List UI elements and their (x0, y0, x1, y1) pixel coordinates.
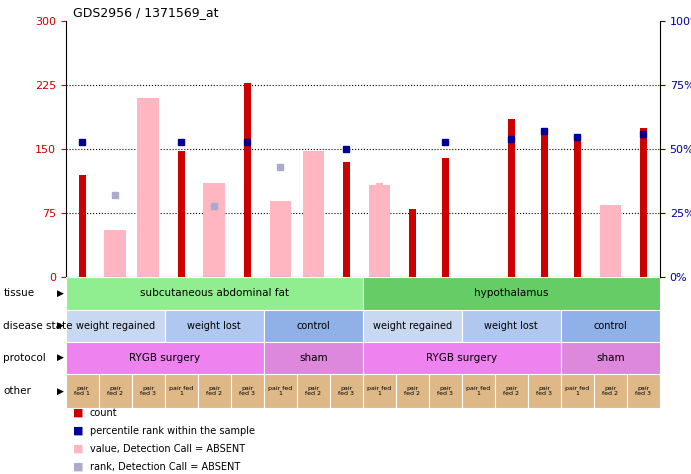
Bar (79, 175, 86, 277)
Text: pair
fed 2: pair fed 2 (503, 386, 520, 396)
Text: pair
fed 3: pair fed 3 (536, 386, 552, 396)
Bar (508, 119, 515, 277)
Text: ▶: ▶ (57, 321, 64, 330)
Text: control: control (594, 320, 627, 331)
Text: percentile rank within the sample: percentile rank within the sample (90, 426, 255, 436)
Text: pair
fed 2: pair fed 2 (603, 386, 618, 396)
Text: pair fed
1: pair fed 1 (367, 386, 391, 396)
Text: ▶: ▶ (57, 289, 64, 298)
Bar (541, 128, 548, 277)
Text: weight lost: weight lost (484, 320, 538, 331)
Bar (244, 83, 251, 277)
Text: ■: ■ (73, 444, 83, 454)
Text: GDS2956 / 1371569_at: GDS2956 / 1371569_at (73, 6, 218, 19)
Text: RYGB surgery: RYGB surgery (426, 353, 498, 363)
Bar (462, 310, 561, 342)
Text: control: control (296, 320, 330, 331)
Text: rank, Detection Call = ABSENT: rank, Detection Call = ABSENT (90, 462, 240, 472)
Text: hypothalamus: hypothalamus (474, 288, 549, 299)
Text: other: other (3, 386, 31, 396)
Bar (462, 374, 495, 408)
Bar (264, 374, 296, 408)
Text: ■: ■ (73, 426, 83, 436)
Bar (144, 98, 152, 277)
Bar (640, 128, 647, 277)
Text: pair fed
1: pair fed 1 (169, 386, 193, 396)
Text: ▶: ▶ (57, 354, 64, 362)
Text: disease state: disease state (3, 320, 73, 331)
Bar (561, 374, 594, 408)
Bar (363, 310, 462, 342)
Text: pair fed
1: pair fed 1 (466, 386, 491, 396)
Text: subcutaneous abdominal fat: subcutaneous abdominal fat (140, 288, 289, 299)
Text: pair
fed 2: pair fed 2 (206, 386, 223, 396)
Text: pair
fed 3: pair fed 3 (339, 386, 354, 396)
Bar (363, 374, 396, 408)
Bar (99, 374, 132, 408)
Bar (178, 151, 184, 277)
Bar (66, 310, 164, 342)
Text: ■: ■ (73, 462, 83, 472)
Bar (203, 183, 225, 277)
Text: count: count (90, 408, 117, 418)
Text: ▶: ▶ (57, 387, 64, 395)
Bar (408, 209, 416, 277)
Bar (264, 342, 363, 374)
Bar (627, 374, 660, 408)
Bar (343, 162, 350, 277)
Bar (574, 137, 581, 277)
Bar (495, 374, 528, 408)
Bar (66, 277, 363, 310)
Bar (528, 374, 561, 408)
Bar (164, 310, 264, 342)
Text: pair
fed 3: pair fed 3 (437, 386, 453, 396)
Bar (164, 374, 198, 408)
Text: sham: sham (299, 353, 328, 363)
Bar (363, 342, 561, 374)
Text: pair
fed 3: pair fed 3 (636, 386, 652, 396)
Text: pair
fed 2: pair fed 2 (305, 386, 321, 396)
Bar (132, 374, 164, 408)
Text: pair fed
1: pair fed 1 (268, 386, 292, 396)
Bar (104, 230, 126, 277)
Bar (264, 310, 363, 342)
Bar (594, 374, 627, 408)
Bar (376, 183, 383, 277)
Bar (231, 374, 264, 408)
Text: pair
fed 2: pair fed 2 (404, 386, 420, 396)
Text: pair
fed 3: pair fed 3 (140, 386, 156, 396)
Bar (442, 158, 449, 277)
Text: value, Detection Call = ABSENT: value, Detection Call = ABSENT (90, 444, 245, 454)
Text: pair
fed 1: pair fed 1 (74, 386, 90, 396)
Text: pair
fed 3: pair fed 3 (239, 386, 255, 396)
Bar (269, 201, 291, 277)
Text: pair fed
1: pair fed 1 (565, 386, 589, 396)
Bar (429, 374, 462, 408)
Bar (66, 342, 264, 374)
Bar (310, 154, 317, 277)
Text: weight regained: weight regained (372, 320, 452, 331)
Text: weight lost: weight lost (187, 320, 241, 331)
Text: protocol: protocol (3, 353, 46, 363)
Bar (396, 374, 429, 408)
Bar (561, 342, 660, 374)
Bar (198, 374, 231, 408)
Text: pair
fed 2: pair fed 2 (107, 386, 123, 396)
Text: RYGB surgery: RYGB surgery (129, 353, 200, 363)
Bar (600, 205, 621, 277)
Bar (296, 374, 330, 408)
Text: ■: ■ (73, 408, 83, 418)
Bar (561, 310, 660, 342)
Text: weight regained: weight regained (75, 320, 155, 331)
Bar (138, 98, 159, 277)
Bar (303, 151, 324, 277)
Bar (66, 374, 99, 408)
Bar (330, 374, 363, 408)
Bar (363, 277, 660, 310)
Text: sham: sham (596, 353, 625, 363)
Text: tissue: tissue (3, 288, 35, 299)
Bar (368, 185, 390, 277)
